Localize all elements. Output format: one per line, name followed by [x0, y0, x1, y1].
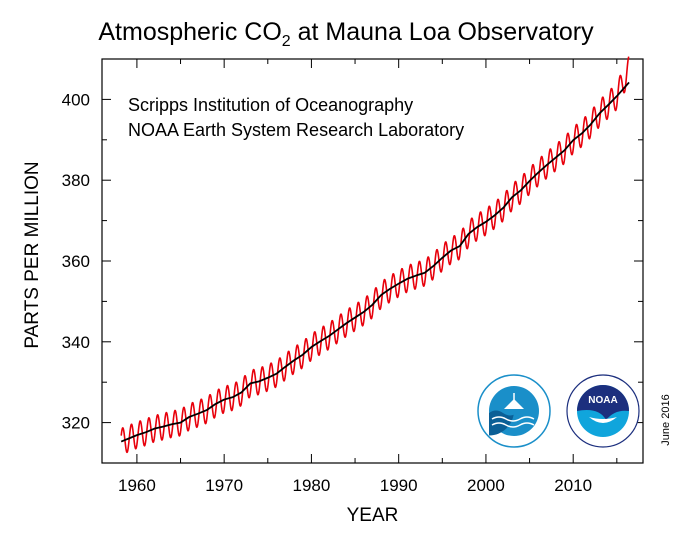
x-tick-label: 1960 — [118, 476, 156, 495]
noaa-logo: NOAA — [566, 374, 640, 448]
monthly-co2-line — [120, 56, 630, 454]
x-tick-label: 2010 — [554, 476, 592, 495]
x-axis-label: YEAR — [346, 505, 399, 526]
axis-tick-labels: 1960 1970 1980 1990 2000 2010 320 340 360 380 400 — [62, 90, 592, 495]
subtitle-line-1: Scripps Institution of Oceanography — [128, 95, 413, 115]
title-main: Atmospheric CO — [98, 18, 282, 46]
series-layer — [120, 56, 630, 454]
x-tick-label: 1980 — [293, 476, 331, 495]
date-stamp: June 2016 — [660, 394, 672, 446]
y-tick-label: 380 — [62, 171, 90, 190]
y-tick-label: 340 — [62, 333, 90, 352]
axis-ticks — [102, 59, 643, 463]
subtitle-line-2: NOAA Earth System Research Laboratory — [128, 120, 464, 140]
title-subscript: 2 — [281, 33, 291, 50]
x-tick-label: 1990 — [380, 476, 418, 495]
noaa-center-text: NOAA — [588, 395, 617, 406]
trend-co2-line — [120, 81, 630, 443]
y-tick-label: 400 — [62, 90, 90, 109]
title-suffix: at Mauna Loa Observatory — [290, 18, 594, 46]
x-tick-label: 2000 — [467, 476, 505, 495]
y-tick-label: 360 — [62, 252, 90, 271]
scripps-seal-logo — [477, 374, 551, 448]
x-tick-label: 1970 — [205, 476, 243, 495]
y-axis-label: PARTS PER MILLION — [22, 161, 43, 349]
chart-title: Atmospheric CO2 at Mauna Loa Observatory — [0, 18, 692, 51]
y-tick-label: 320 — [62, 414, 90, 433]
